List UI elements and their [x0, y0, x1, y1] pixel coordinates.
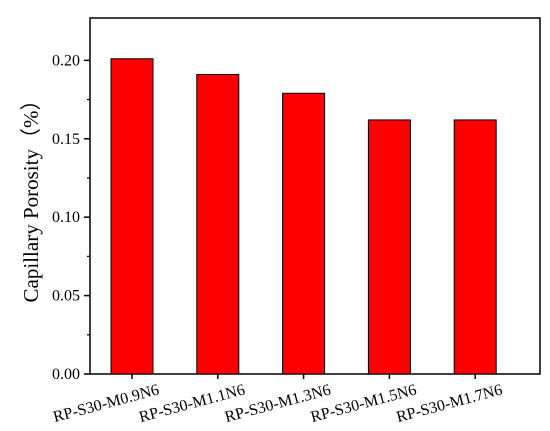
y-tick-label: 0.05	[52, 288, 80, 305]
y-axis-label: Capillary Porosity（%）	[19, 90, 43, 303]
bar	[282, 92, 326, 375]
bar	[367, 119, 411, 375]
y-tick-label: 0.20	[52, 52, 80, 69]
y-tick-label: 0.00	[52, 366, 80, 383]
bar	[196, 73, 240, 375]
y-tick-label: 0.15	[52, 131, 80, 148]
bar	[110, 58, 154, 375]
y-tick-label: 0.10	[52, 209, 80, 226]
bar	[453, 119, 497, 375]
